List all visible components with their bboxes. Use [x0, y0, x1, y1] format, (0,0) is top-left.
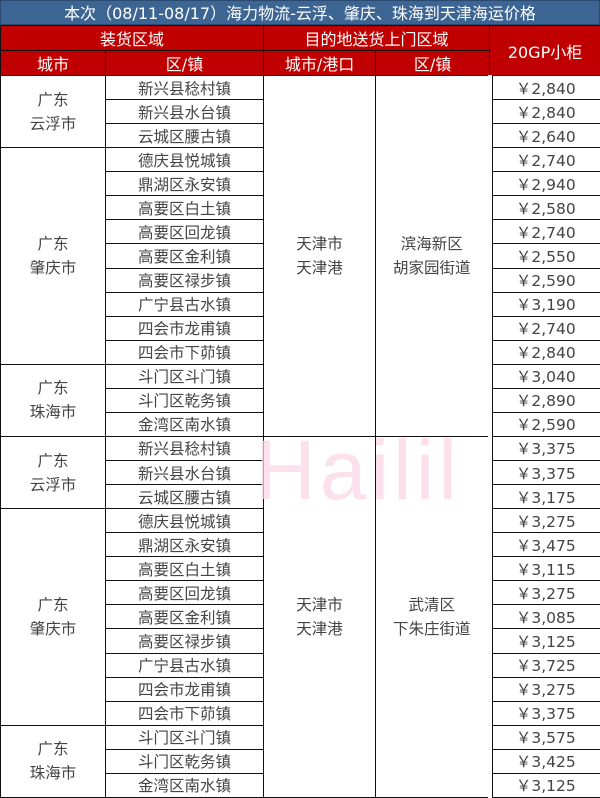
origin-town: 四会市龙甫镇: [106, 677, 264, 701]
price-20gp: ￥3,375: [490, 461, 600, 485]
origin-town: 鼎湖区永安镇: [106, 172, 264, 196]
price-20gp: ￥3,575: [490, 725, 600, 749]
price-20gp: ￥3,275: [490, 581, 600, 605]
origin-town: 四会市龙甫镇: [106, 316, 264, 340]
price-20gp: ￥3,190: [490, 292, 600, 316]
origin-town: 四会市下茆镇: [106, 701, 264, 725]
price-20gp: ￥2,940: [490, 172, 600, 196]
price-20gp: ￥3,725: [490, 653, 600, 677]
price-20gp: ￥2,580: [490, 196, 600, 220]
price-table: 装货区域 目的地送货上门区域 20GP小柜 城市 区/镇 城市/港口 区/镇 广…: [0, 25, 600, 798]
destination-town: 滨海新区 胡家园街道: [376, 76, 490, 437]
origin-city: 广东 肇庆市: [1, 148, 106, 365]
origin-town: 斗门区斗门镇: [106, 364, 264, 388]
origin-town: 斗门区乾务镇: [106, 749, 264, 773]
origin-city: 广东 珠海市: [1, 725, 106, 797]
price-20gp: ￥3,475: [490, 533, 600, 557]
destination-city: 天津市 天津港: [264, 76, 376, 437]
header-dest-town: 区/镇: [376, 51, 490, 76]
price-20gp: ￥2,740: [490, 316, 600, 340]
price-20gp: ￥2,640: [490, 124, 600, 148]
origin-city: 广东 云浮市: [1, 436, 106, 508]
origin-town: 高要区回龙镇: [106, 581, 264, 605]
header-dest-city: 城市/港口: [264, 51, 376, 76]
origin-town: 广宁县古水镇: [106, 653, 264, 677]
price-20gp: ￥3,425: [490, 749, 600, 773]
origin-town: 新兴县水台镇: [106, 100, 264, 124]
price-20gp: ￥3,085: [490, 605, 600, 629]
origin-town: 新兴县水台镇: [106, 461, 264, 485]
header-loading-area: 装货区域: [1, 26, 264, 51]
origin-town: 鼎湖区永安镇: [106, 533, 264, 557]
origin-city: 广东 云浮市: [1, 76, 106, 148]
origin-town: 高要区金利镇: [106, 605, 264, 629]
price-20gp: ￥3,375: [490, 701, 600, 725]
origin-town: 德庆县悦城镇: [106, 509, 264, 533]
origin-town: 新兴县稔村镇: [106, 76, 264, 100]
origin-town: 云城区腰古镇: [106, 485, 264, 509]
price-20gp: ￥2,840: [490, 340, 600, 364]
origin-town: 高要区禄步镇: [106, 629, 264, 653]
price-20gp: ￥2,590: [490, 268, 600, 292]
price-20gp: ￥2,590: [490, 412, 600, 436]
origin-city: 广东 肇庆市: [1, 509, 106, 726]
origin-town: 四会市下茆镇: [106, 340, 264, 364]
price-20gp: ￥3,275: [490, 509, 600, 533]
header-destination-area: 目的地送货上门区域: [264, 26, 490, 51]
price-20gp: ￥3,175: [490, 485, 600, 509]
origin-town: 高要区回龙镇: [106, 220, 264, 244]
destination-town: 武清区 下朱庄街道: [376, 436, 490, 797]
page-title: 本次（08/11-08/17）海力物流-云浮、肇庆、珠海到天津海运价格: [0, 0, 600, 25]
price-20gp: ￥3,115: [490, 557, 600, 581]
origin-town: 德庆县悦城镇: [106, 148, 264, 172]
price-20gp: ￥3,040: [490, 364, 600, 388]
header-price: 20GP小柜: [490, 26, 600, 76]
table-row: 广东 云浮市新兴县稔村镇天津市 天津港武清区 下朱庄街道￥3,375: [1, 436, 600, 460]
price-20gp: ￥2,890: [490, 388, 600, 412]
destination-city: 天津市 天津港: [264, 436, 376, 797]
origin-town: 金湾区南水镇: [106, 412, 264, 436]
origin-town: 新兴县稔村镇: [106, 436, 264, 460]
origin-city: 广东 珠海市: [1, 364, 106, 436]
origin-town: 高要区禄步镇: [106, 268, 264, 292]
price-20gp: ￥3,125: [490, 629, 600, 653]
price-20gp: ￥2,840: [490, 76, 600, 100]
origin-town: 广宁县古水镇: [106, 292, 264, 316]
origin-town: 斗门区斗门镇: [106, 725, 264, 749]
origin-town: 高要区白土镇: [106, 196, 264, 220]
price-20gp: ￥2,550: [490, 244, 600, 268]
origin-town: 高要区白土镇: [106, 557, 264, 581]
table-row: 广东 云浮市新兴县稔村镇天津市 天津港滨海新区 胡家园街道￥2,840: [1, 76, 600, 100]
origin-town: 斗门区乾务镇: [106, 388, 264, 412]
price-20gp: ￥2,740: [490, 148, 600, 172]
origin-town: 云城区腰古镇: [106, 124, 264, 148]
price-20gp: ￥2,740: [490, 220, 600, 244]
price-20gp: ￥2,840: [490, 100, 600, 124]
header-town: 区/镇: [106, 51, 264, 76]
header-city: 城市: [1, 51, 106, 76]
origin-town: 高要区金利镇: [106, 244, 264, 268]
price-20gp: ￥3,275: [490, 677, 600, 701]
price-20gp: ￥3,375: [490, 436, 600, 460]
